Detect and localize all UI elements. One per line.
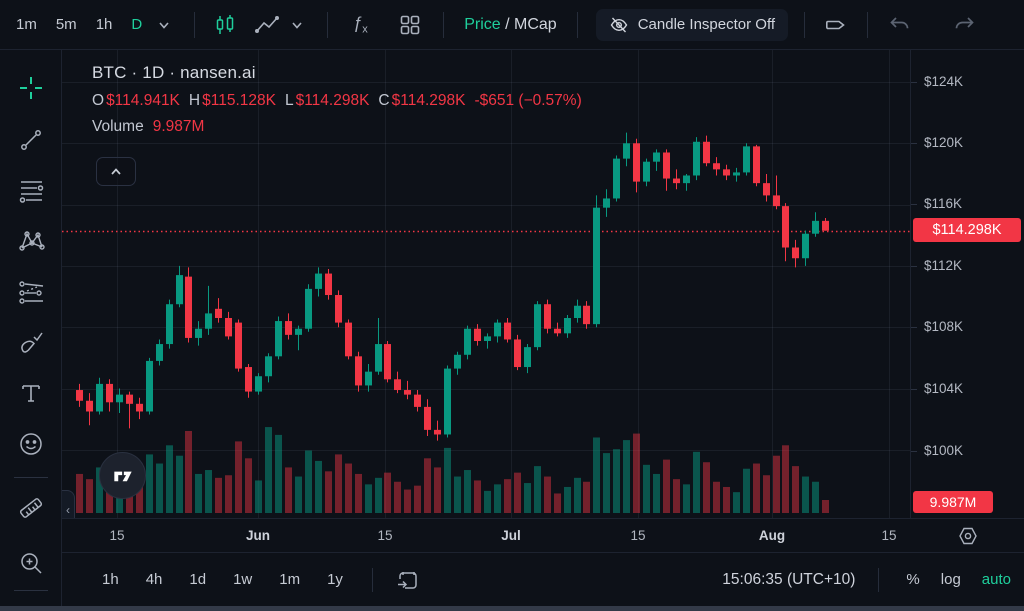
tradingview-logo[interactable] xyxy=(99,452,146,499)
candles-icon[interactable] xyxy=(210,10,240,40)
mcap-option[interactable]: MCap xyxy=(514,15,557,33)
chart-type-chevron-down-icon[interactable] xyxy=(282,10,312,40)
range-1w-button[interactable]: 1w xyxy=(233,571,253,588)
volume-readout: Volume 9.987M xyxy=(92,118,205,135)
toolbar-divider xyxy=(443,11,445,38)
time-tick-label: Aug xyxy=(758,528,786,543)
line-chart-icon[interactable] xyxy=(252,10,282,40)
range-1h-button[interactable]: 1h xyxy=(102,571,119,588)
price-tick xyxy=(911,451,917,452)
candle-inspector-label: Candle Inspector Off xyxy=(637,16,776,33)
interval-5m-button[interactable]: 5m xyxy=(55,16,77,33)
interval-1m-button[interactable]: 1m xyxy=(16,16,37,33)
toolbar-divider xyxy=(804,11,806,38)
trend-line-tool[interactable] xyxy=(13,122,49,158)
zoom-in-tool[interactable] xyxy=(13,545,49,581)
toolbar-divider xyxy=(878,567,880,592)
interval-1h-button[interactable]: 1h xyxy=(95,16,113,33)
drawing-tools-sidebar xyxy=(0,50,62,606)
chart-plot-area: BTC · 1D · nansen.ai O $114.941K H $115.128… xyxy=(62,50,910,518)
interval-chevron-down-icon[interactable] xyxy=(149,10,179,40)
time-tick-label: 15 xyxy=(109,528,125,543)
toolbar-divider xyxy=(371,567,373,592)
time-tick-label: 15 xyxy=(377,528,393,543)
time-axis[interactable]: 15 Jun 15 Jul 15 Aug 15 xyxy=(62,518,1024,552)
sidebar-divider xyxy=(14,590,48,591)
time-tick-label: Jun xyxy=(245,528,271,543)
range-1y-button[interactable]: 1y xyxy=(327,571,343,588)
toolbar-divider xyxy=(194,11,196,38)
price-option[interactable]: Price xyxy=(464,15,501,33)
last-price-tag: $114.298K xyxy=(913,218,1021,242)
brush-tool[interactable] xyxy=(13,325,49,361)
emoji-tool[interactable] xyxy=(13,426,49,462)
xabcd-pattern-tool[interactable] xyxy=(13,223,49,259)
price-tick-label: $112K xyxy=(924,258,963,273)
log-scale-button[interactable]: log xyxy=(940,571,961,588)
fib-retracement-tool[interactable] xyxy=(13,172,49,208)
price-tick xyxy=(911,82,917,83)
time-tick-label: Jul xyxy=(501,528,521,543)
candlestick-chart-canvas[interactable] xyxy=(62,50,910,518)
range-buttons: 1h 4h 1d 1w 1m 1y xyxy=(62,567,421,593)
price-tick xyxy=(911,327,917,328)
window-bottom-edge xyxy=(0,606,1024,611)
clock-timezone[interactable]: 15:06:35 (UTC+10) xyxy=(722,570,856,588)
toolbar-divider xyxy=(867,11,869,38)
ohlc-readout: O $114.941K H $115.128K L $114.298K C $114.298K… xyxy=(92,92,582,109)
percent-scale-button[interactable]: % xyxy=(906,571,920,588)
price-axis[interactable]: $114.298K 9.987M $124K $120K $116K $112K $10… xyxy=(910,50,1024,518)
price-tick-label: $120K xyxy=(924,135,964,150)
last-volume-tag: 9.987M xyxy=(913,491,993,513)
redo-icon[interactable] xyxy=(950,10,980,40)
time-tick-label: 15 xyxy=(881,528,897,543)
candle-inspector-toggle[interactable]: Candle Inspector Off xyxy=(595,8,789,41)
crosshair-tool[interactable] xyxy=(13,70,49,106)
forecast-pattern-tool[interactable] xyxy=(13,274,49,310)
axis-settings-gear-icon[interactable] xyxy=(955,523,981,549)
bottom-toolbar: 1h 4h 1d 1w 1m 1y 15:06:35 (UTC+10) % lo… xyxy=(62,552,1024,606)
sidebar-divider xyxy=(14,477,48,478)
price-tick-label: $124K xyxy=(924,74,964,89)
toolbar-divider xyxy=(327,11,329,38)
hide-sidebar-handle[interactable]: ‹ xyxy=(62,490,75,518)
range-4h-button[interactable]: 4h xyxy=(145,571,163,588)
top-toolbar: 1m 5m 1h D ƒx xyxy=(0,0,1024,50)
range-1m-button[interactable]: 1m xyxy=(279,571,301,588)
price-tick xyxy=(911,143,917,144)
fx-indicators-icon[interactable]: ƒx xyxy=(352,13,368,36)
price-tag-icon[interactable] xyxy=(821,10,851,40)
ruler-tool[interactable] xyxy=(13,490,49,526)
toolbar-divider xyxy=(576,11,578,38)
interval-1d-button[interactable]: D xyxy=(131,16,143,33)
range-1d-button[interactable]: 1d xyxy=(189,571,207,588)
price-tick xyxy=(911,204,917,205)
change-value: -$651 (−0.57%) xyxy=(474,92,582,109)
eye-off-icon xyxy=(609,15,629,35)
symbol-title: BTC · 1D · nansen.ai xyxy=(92,63,256,82)
price-tick-label: $116K xyxy=(924,196,963,211)
go-to-date-icon[interactable] xyxy=(395,567,421,593)
auto-scale-button[interactable]: auto xyxy=(981,571,1011,588)
chart-legend: BTC · 1D · nansen.ai O $114.941K H $115.128… xyxy=(92,63,584,136)
price-tick xyxy=(911,389,917,390)
price-tick-label: $104K xyxy=(924,381,964,396)
text-tool[interactable] xyxy=(13,375,49,411)
layout-grid-icon[interactable] xyxy=(395,10,425,40)
price-tick-label: $100K xyxy=(924,443,964,458)
price-tick-label: $108K xyxy=(924,319,964,334)
undo-icon[interactable] xyxy=(884,10,914,40)
axis-options: 15:06:35 (UTC+10) % log auto xyxy=(722,567,1024,592)
price-tick xyxy=(911,266,917,267)
time-tick-label: 15 xyxy=(630,528,646,543)
price-mcap-toggle[interactable]: Price / MCap xyxy=(464,15,557,33)
collapse-legend-button[interactable] xyxy=(96,157,136,186)
